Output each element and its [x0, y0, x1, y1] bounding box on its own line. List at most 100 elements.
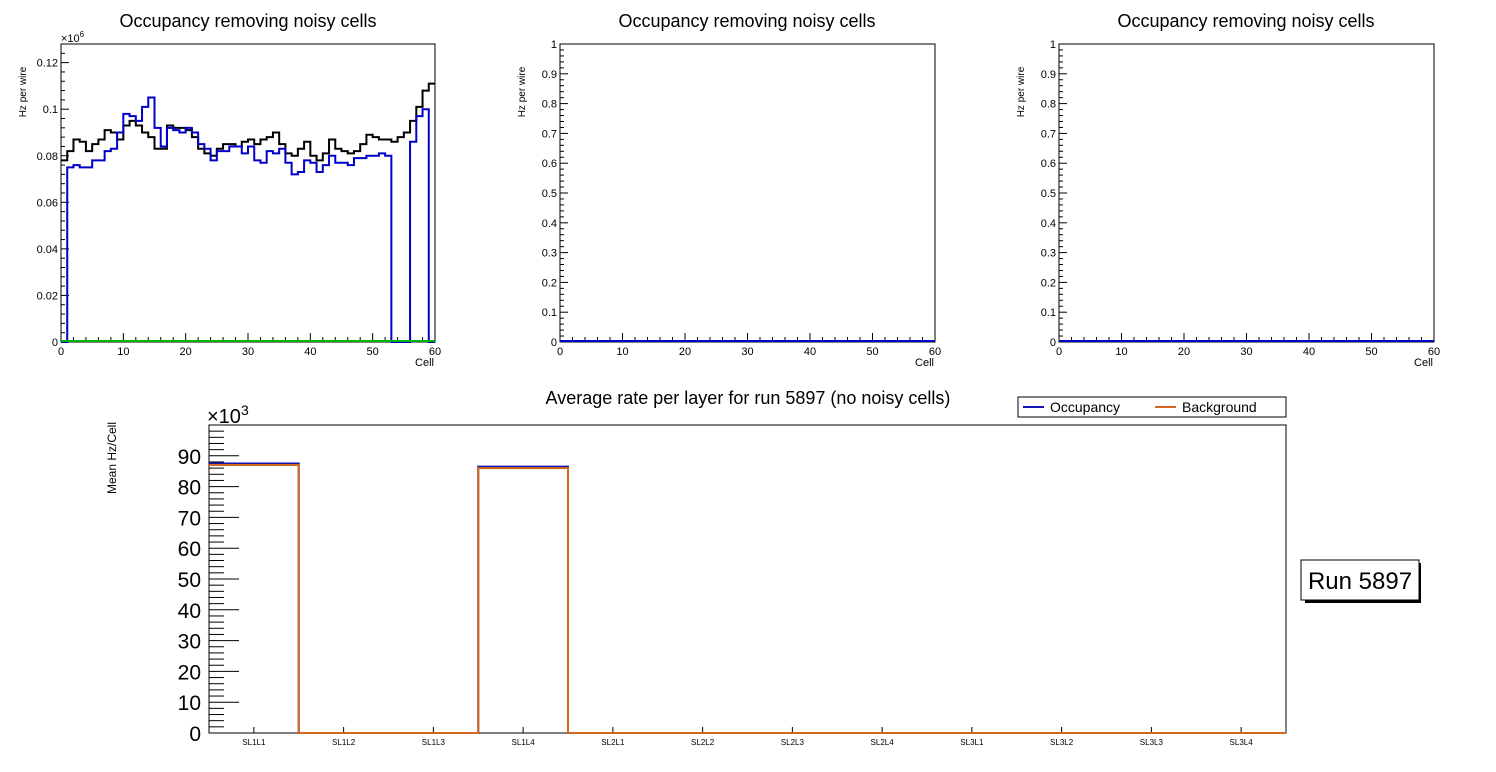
x-tick-label: SL1L3 — [422, 738, 446, 747]
y-tick-label: 0.6 — [1041, 158, 1056, 170]
bottom-x-axis: SL1L1 SL1L2 SL1L3 SL1L4 SL2L1 SL2L2 SL2L3 SL2L4… — [242, 727, 1253, 747]
panel-3-x-axis: 0 10 20 30 40 50 60 — [1056, 333, 1440, 358]
panel-1-title: Occupancy removing noisy cells — [119, 11, 376, 31]
panel-3-y-axis: 0 0.1 0.2 0.3 0.4 0.5 0.6 0.7 0.8 0.9 1 — [1041, 39, 1067, 349]
bottom-plot-area — [209, 462, 1286, 734]
x-tick-label: 30 — [242, 346, 254, 358]
y-tick-label: 60 — [178, 538, 201, 561]
y-tick-label: 80 — [178, 477, 201, 500]
y-tick-label: 0.8 — [1041, 99, 1056, 111]
x-tick-label: 60 — [929, 346, 941, 358]
y-tick-label: 0.2 — [1041, 277, 1056, 289]
x-tick-label: 50 — [367, 346, 379, 358]
x-tick-label: SL2L3 — [781, 738, 805, 747]
x-tick-label: 20 — [679, 346, 691, 358]
run-label: Run 5897 — [1308, 568, 1412, 595]
y-tick-label: 1 — [551, 39, 557, 51]
panel-1-frame — [60, 43, 436, 343]
top-panel-2: Occupancy removing noisy cells Hz per wi… — [517, 11, 941, 369]
x-tick-label: 30 — [741, 346, 753, 358]
y-tick-label: 0 — [189, 723, 201, 746]
y-tick-label: 40 — [178, 600, 201, 623]
x-tick-label: SL1L4 — [512, 738, 536, 747]
y-tick-label: 0.08 — [37, 151, 58, 163]
x-tick-label: 10 — [1115, 346, 1127, 358]
x-tick-label: 40 — [1303, 346, 1315, 358]
y-tick-label: 0.1 — [43, 104, 58, 116]
y-tick-label: 0.04 — [37, 244, 58, 256]
x-tick-label: SL3L3 — [1140, 738, 1164, 747]
panel-2-frame — [559, 43, 936, 343]
panel-1-xlabel: Cell — [415, 357, 434, 369]
y-tick-label: 0.12 — [37, 58, 58, 70]
x-tick-label: SL1L1 — [242, 738, 266, 747]
bottom-frame — [208, 424, 1287, 734]
panel-1-exponent: ×106 — [61, 30, 85, 45]
bottom-y-axis: 0 10 20 30 40 50 60 70 80 90 — [178, 430, 239, 746]
y-tick-label: 0 — [1050, 337, 1056, 349]
x-tick-label: 60 — [1428, 346, 1440, 358]
panel-1-plot-area — [61, 82, 435, 343]
x-tick-label: 20 — [1178, 346, 1190, 358]
panel-2-xlabel: Cell — [915, 357, 934, 369]
x-tick-label: 50 — [866, 346, 878, 358]
y-tick-label: 0.5 — [542, 188, 557, 200]
bottom-exponent: ×103 — [207, 402, 249, 428]
run-label-frame — [1300, 559, 1420, 601]
legend-occupancy-label: Occupancy — [1050, 399, 1120, 415]
x-tick-label: 0 — [58, 346, 64, 358]
bottom-panel: Average rate per layer for run 5897 (no … — [105, 388, 1421, 747]
y-tick-label: 0.3 — [1041, 248, 1056, 260]
panel-1-y-axis: 0 0.02 0.04 0.06 0.08 0.1 0.12 — [37, 43, 69, 349]
y-tick-label: 0.6 — [542, 158, 557, 170]
legend-background-label: Background — [1182, 399, 1257, 415]
panel-1-x-axis: 0 10 20 30 40 50 60 — [58, 333, 441, 358]
x-tick-label: SL1L2 — [332, 738, 356, 747]
panel-2-x-axis: 0 10 20 30 40 50 60 — [557, 333, 941, 358]
y-tick-label: 0.7 — [1041, 128, 1056, 140]
y-tick-label: 0.5 — [1041, 188, 1056, 200]
y-tick-label: 0 — [551, 337, 557, 349]
x-tick-label: 10 — [616, 346, 628, 358]
y-tick-label: 0.2 — [542, 277, 557, 289]
y-tick-label: 50 — [178, 569, 201, 592]
x-tick-label: SL3L1 — [960, 738, 984, 747]
y-tick-label: 0 — [52, 337, 58, 349]
series-occupancy-line — [209, 462, 1286, 734]
y-tick-label: 0.4 — [1041, 218, 1056, 230]
x-tick-label: 10 — [117, 346, 129, 358]
x-tick-label: 40 — [804, 346, 816, 358]
bottom-ylabel: Mean Hz/Cell — [105, 422, 119, 494]
y-tick-label: 20 — [178, 661, 201, 684]
x-tick-label: 30 — [1240, 346, 1252, 358]
y-tick-label: 0.3 — [542, 248, 557, 260]
panel-2-y-axis: 0 0.1 0.2 0.3 0.4 0.5 0.6 0.7 0.8 0.9 1 — [542, 39, 568, 349]
y-tick-label: 90 — [178, 446, 201, 469]
y-tick-label: 10 — [178, 692, 201, 715]
y-tick-label: 30 — [178, 631, 201, 654]
y-tick-label: 0.8 — [542, 99, 557, 111]
series-blue-line — [61, 96, 435, 343]
y-tick-label: 0.1 — [1041, 307, 1056, 319]
y-tick-label: 0.9 — [1041, 69, 1056, 81]
y-tick-label: 0.02 — [37, 290, 58, 302]
x-tick-label: 60 — [429, 346, 441, 358]
x-tick-label: SL2L2 — [691, 738, 715, 747]
x-tick-label: 50 — [1365, 346, 1377, 358]
panel-3-title: Occupancy removing noisy cells — [1117, 11, 1374, 31]
y-tick-label: 0.9 — [542, 69, 557, 81]
panel-3-frame — [1058, 43, 1435, 343]
y-tick-label: 1 — [1050, 39, 1056, 51]
x-tick-label: 0 — [1056, 346, 1062, 358]
x-tick-label: SL3L4 — [1230, 738, 1254, 747]
y-tick-label: 0.7 — [542, 128, 557, 140]
y-tick-label: 0.1 — [542, 307, 557, 319]
bottom-title: Average rate per layer for run 5897 (no … — [546, 388, 951, 408]
series-background-line — [209, 464, 1286, 734]
top-panel-3: Occupancy removing noisy cells Hz per wi… — [1016, 11, 1440, 369]
x-tick-label: 0 — [557, 346, 563, 358]
legend-box — [1017, 396, 1287, 418]
x-tick-label: 20 — [180, 346, 192, 358]
y-tick-label: 70 — [178, 507, 201, 530]
x-tick-label: 40 — [304, 346, 316, 358]
